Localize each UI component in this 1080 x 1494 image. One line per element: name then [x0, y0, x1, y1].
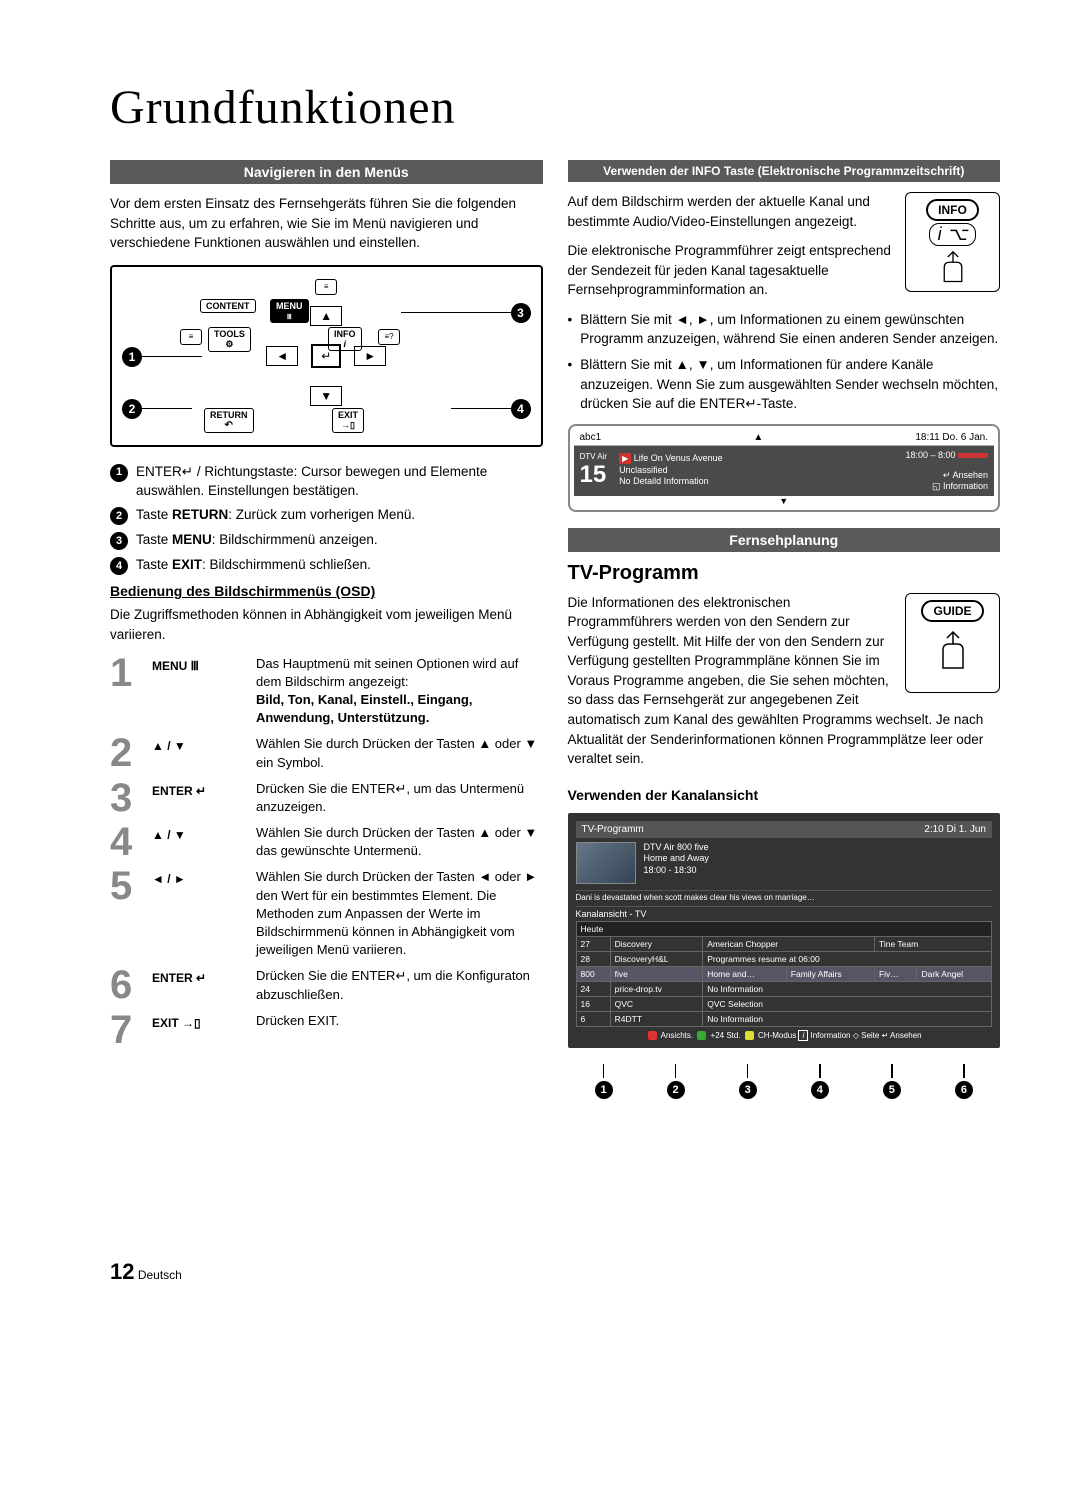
callout-2: 2 [122, 399, 142, 419]
side-icon-left: ≡ [180, 329, 202, 345]
page-footer: 12 Deutsch [110, 1259, 1000, 1285]
callout-3: 3 [511, 303, 531, 323]
callout-1: 1 [122, 347, 142, 367]
info-panel: abc1 ▲ 18:11 Do. 6 Jan. DTV Air 15 ▶ Lif… [568, 424, 1001, 512]
exit-button: EXIT→▯ [332, 408, 364, 433]
section-info-header: Verwenden der INFO Taste (Elektronische … [568, 160, 1001, 182]
callout-4: 4 [511, 399, 531, 419]
enter-button: ↵ [311, 344, 341, 368]
info-button-figure: INFO i ⌥ [905, 192, 1000, 292]
guide-button-figure: GUIDE [905, 593, 1000, 693]
dpad: ▲ ◄ ► ▼ ↵ [266, 306, 386, 406]
info-bullet-2: Blättern Sie mit ▲, ▼, um Informationen … [568, 355, 1001, 414]
osd-steps: 1MENU ⅢDas Hauptmenü mit seinen Optionen… [110, 655, 543, 1048]
page-title: Grundfunktionen [110, 80, 1000, 135]
remote-callout-list: 1ENTER↵ / Richtungstaste: Cursor bewegen… [110, 463, 543, 576]
tv-programm-heading: TV-Programm [568, 562, 1001, 585]
guide-callouts: 1 2 3 4 5 6 [568, 1058, 1001, 1099]
guide-table: Heute 27DiscoveryAmerican ChopperTine Te… [576, 921, 993, 1027]
osd-heading: Bedienung des Bildschirmmenüs (OSD) [110, 583, 543, 599]
section-fernsehplanung: Fernsehplanung [568, 528, 1001, 552]
section-nav-header: Navigieren in den Menüs [110, 160, 543, 184]
content-button: CONTENT [200, 299, 256, 313]
osd-intro: Die Zugriffsmethoden können in Abhängigk… [110, 605, 543, 644]
remote-diagram: ≡ CONTENT MENUⅢ ≡ TOOLS⚙ INFOi ≡? ▲ ◄ ► … [110, 265, 543, 447]
nav-intro: Vor dem ersten Einsatz des Fernsehgeräts… [110, 194, 543, 253]
top-icon: ≡ [315, 279, 337, 295]
guide-screen: TV-Programm 2:10 Di 1. Jun DTV Air 800 f… [568, 813, 1001, 1048]
kanal-heading: Verwenden der Kanalansicht [568, 787, 1001, 803]
tools-button: TOOLS⚙ [208, 327, 251, 352]
info-bullet-1: Blättern Sie mit ◄, ►, um Informationen … [568, 310, 1001, 349]
return-button: RETURN↶ [204, 408, 254, 433]
